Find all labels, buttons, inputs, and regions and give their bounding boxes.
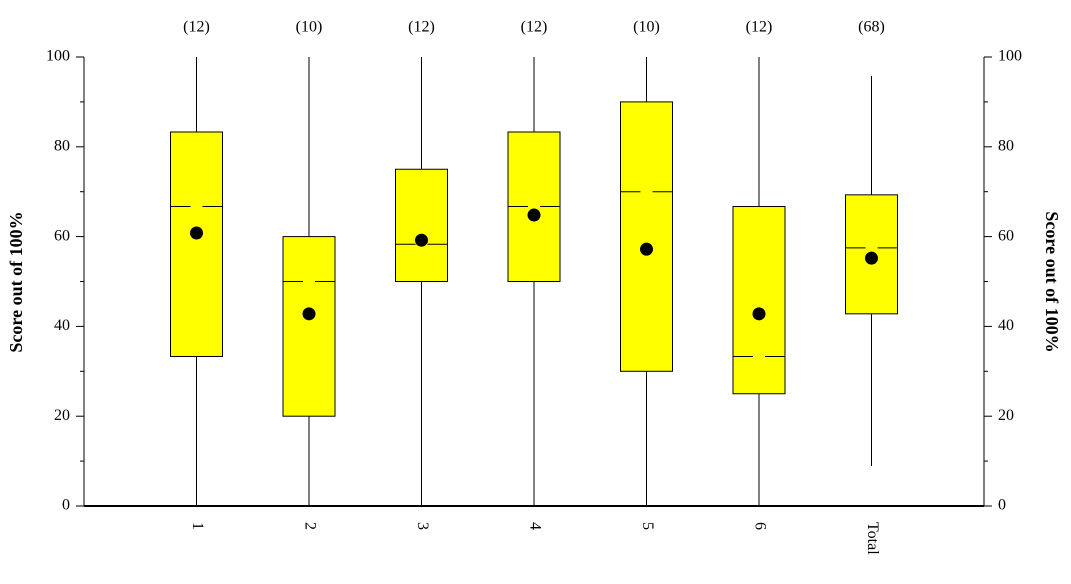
y-tick-label: 100	[46, 48, 70, 65]
y-tick-label: 20	[54, 407, 70, 424]
mean-marker	[527, 208, 541, 222]
mean-marker	[415, 233, 428, 247]
mean-marker	[640, 242, 653, 256]
y-tick-label: 80	[54, 137, 70, 154]
x-tick-label: 6	[751, 522, 768, 530]
y2-tick-label: 0	[998, 497, 1006, 514]
count-label: (10)	[633, 19, 660, 36]
y2-tick-label: 60	[998, 227, 1014, 244]
mean-marker	[302, 307, 316, 321]
count-label: (68)	[858, 19, 885, 36]
x-tick-label: 4	[526, 522, 543, 530]
y2-tick-label: 80	[998, 137, 1014, 154]
x-tick-label: 3	[414, 522, 431, 530]
mean-marker	[752, 307, 766, 321]
x-tick-label: 1	[189, 522, 206, 530]
y-tick-label: 0	[62, 497, 70, 514]
count-label: (10)	[296, 19, 323, 36]
count-label: (12)	[408, 19, 435, 36]
y-tick-label: 60	[54, 227, 70, 244]
box	[395, 168, 448, 282]
count-label: (12)	[183, 19, 210, 36]
box	[170, 131, 223, 357]
box	[845, 194, 898, 315]
count-label: (12)	[521, 19, 548, 36]
y-tick-label: 40	[54, 317, 70, 334]
mean-marker	[190, 226, 203, 240]
box	[620, 101, 673, 372]
x-tick-label: 2	[301, 522, 318, 530]
y2-tick-label: 100	[998, 48, 1022, 65]
box	[732, 206, 786, 395]
count-label: (12)	[746, 19, 773, 36]
x-tick-label: Total	[864, 522, 881, 555]
box	[282, 236, 336, 417]
y2-tick-label: 20	[998, 407, 1014, 424]
y2-tick-label: 40	[998, 317, 1014, 334]
y2-axis-title: Score out of 100%	[1042, 211, 1062, 352]
mean-marker	[865, 251, 878, 265]
x-tick-label: 5	[639, 522, 656, 530]
y-axis-title: Score out of 100%	[6, 211, 26, 352]
